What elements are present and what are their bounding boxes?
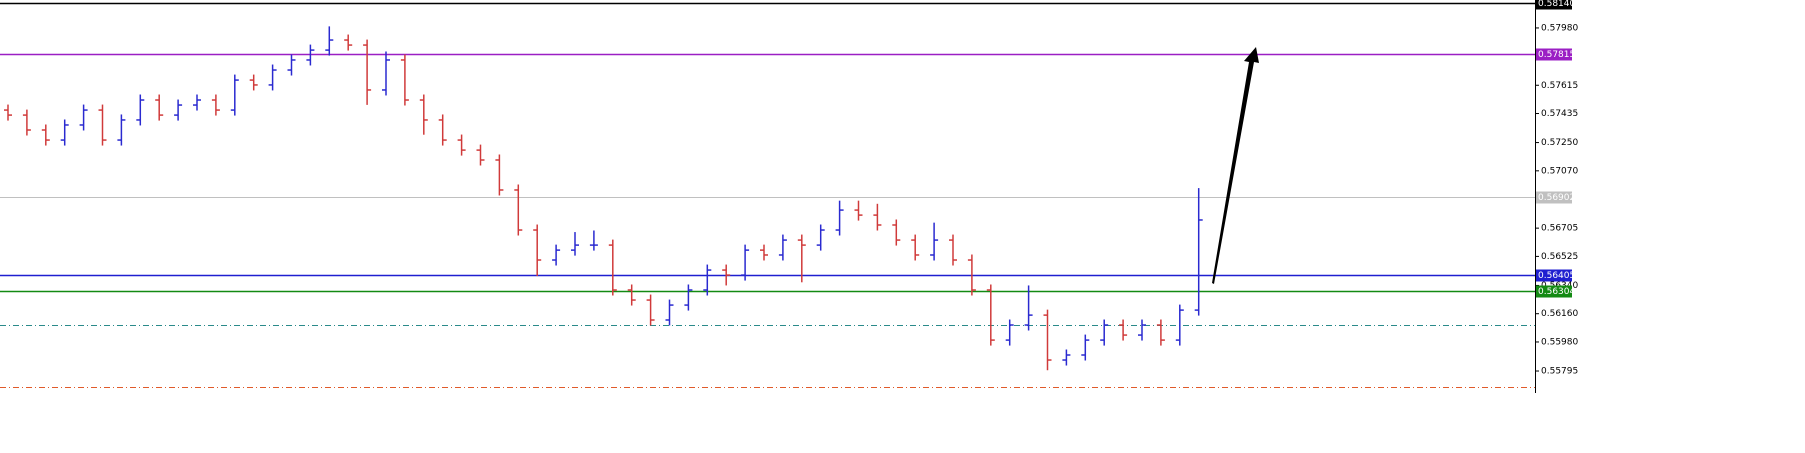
y-tick-label: 0.57615 xyxy=(1541,81,1578,91)
level-label-bg xyxy=(1536,0,1572,10)
arrow-annotation xyxy=(1212,47,1259,284)
y-tick-label: 0.56160 xyxy=(1541,309,1578,319)
plot-area: 0.57980 0.57615 0.57435 0.57250 0.57070 0.567… xyxy=(0,0,1578,388)
y-tick-label: 0.56525 xyxy=(1541,252,1578,262)
level-label: 0.57815 xyxy=(1538,50,1575,60)
y-tick-label: 0.57070 xyxy=(1541,166,1578,176)
y-tick-label: 0.57250 xyxy=(1541,138,1578,148)
level-label-bg xyxy=(1536,269,1572,282)
y-tick-label: 0.56705 xyxy=(1541,224,1578,234)
level-label-bg xyxy=(1536,191,1572,204)
level-label: 0.56902 xyxy=(1538,193,1575,203)
y-tick-label: 0.55795 xyxy=(1541,367,1578,377)
y-tick-label: 0.57435 xyxy=(1541,109,1578,119)
level-label: 0.58140 xyxy=(1538,0,1575,9)
level-label-bg xyxy=(1536,285,1572,298)
level-label-bg xyxy=(1536,48,1572,61)
level-label: 0.56405 xyxy=(1538,271,1575,281)
y-tick-label: 0.57980 xyxy=(1541,23,1578,33)
level-label: 0.56304 xyxy=(1538,287,1575,297)
y-tick-label: 0.55980 xyxy=(1541,337,1578,347)
